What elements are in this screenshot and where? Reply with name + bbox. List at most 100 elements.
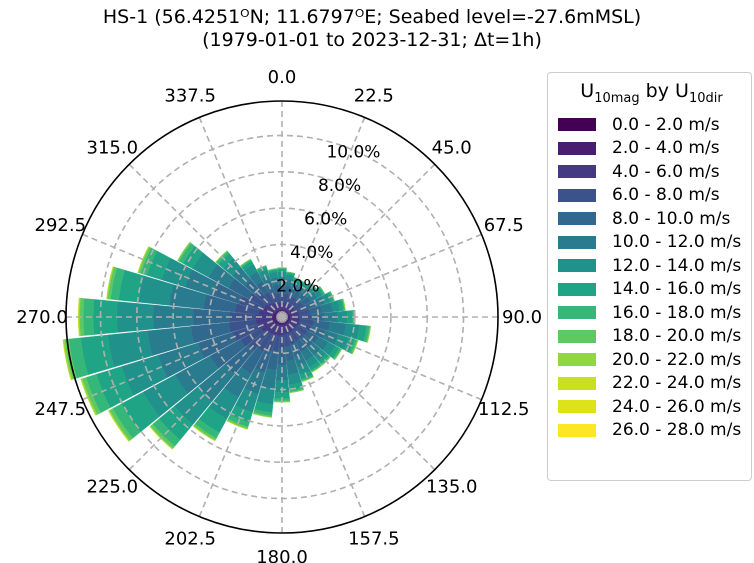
direction-label: 135.0 (426, 477, 478, 498)
windrose-bar-segment (311, 365, 322, 373)
windrose-bar-segment (301, 280, 309, 286)
direction-label: 202.5 (164, 529, 216, 550)
legend-swatch (558, 376, 596, 390)
legend-entry: 12.0 - 14.0 m/s (554, 254, 751, 278)
windrose-bar-segment (256, 265, 267, 270)
legend-label: 12.0 - 14.0 m/s (612, 255, 742, 276)
legend-swatch (558, 423, 596, 437)
angular-gridline (82, 316, 283, 401)
legend-entry: 16.0 - 18.0 m/s (554, 301, 751, 325)
legend-entry: 26.0 - 28.0 m/s (554, 418, 751, 442)
legend-label: 2.0 - 4.0 m/s (612, 138, 720, 159)
windrose-bar-segment (62, 339, 72, 381)
windrose-bar-segment (267, 268, 278, 271)
radial-tick-labels: 2.0% 4.0% 6.0% 8.0% 10.0% (276, 142, 380, 296)
windrose-bar-segment (366, 325, 372, 343)
windrose-bar-segment (319, 285, 326, 295)
angular-gridline (281, 163, 436, 318)
legend-label: 22.0 - 24.0 m/s (612, 373, 742, 394)
legend-title-main: U (580, 80, 595, 102)
legend-entry: 2.0 - 4.0 m/s (554, 136, 751, 160)
radial-tick-label: 2.0% (276, 276, 319, 296)
direction-label: 45.0 (432, 137, 472, 158)
angular-gridline (281, 233, 482, 318)
radial-tick-label: 6.0% (304, 209, 347, 229)
chart-title: HS-1 (56.4251ᴼN; 11.6797ᴼE; Seabed level… (0, 6, 744, 52)
legend-label: 4.0 - 6.0 m/s (612, 161, 720, 182)
legend-entry: 6.0 - 8.0 m/s (554, 183, 751, 207)
legend-swatch (558, 165, 596, 179)
angular-gridline (198, 117, 283, 318)
direction-label: 22.5 (354, 85, 394, 106)
legend-swatch (558, 212, 596, 226)
legend: U10mag by U10dir 0.0 - 2.0 m/s 2.0 - 4.0 … (547, 72, 752, 481)
direction-label: 225.0 (87, 477, 139, 498)
windrose-bar-segment (106, 266, 114, 300)
windrose-bar-segment (273, 401, 291, 403)
windrose-bar-segment (289, 389, 305, 394)
windrose-bar-segment (351, 340, 359, 355)
legend-entry: 0.0 - 2.0 m/s (554, 113, 751, 137)
angular-gridline (281, 117, 366, 318)
legend-swatch (558, 188, 596, 202)
legend-swatch (558, 141, 596, 155)
windrose-bar-segment (309, 282, 317, 290)
angular-gridline (128, 316, 283, 471)
legend-entry: 8.0 - 10.0 m/s (554, 207, 751, 231)
angular-gridline (281, 316, 366, 517)
legend-label: 18.0 - 20.0 m/s (612, 326, 742, 347)
legend-label: 14.0 - 16.0 m/s (612, 279, 742, 300)
windrose-bar-segment (286, 271, 296, 274)
legend-title-mid: by U (639, 80, 689, 102)
direction-label: 337.5 (164, 85, 216, 106)
legend-title-sub2: 10dir (688, 90, 723, 106)
legend-label: 6.0 - 8.0 m/s (612, 185, 720, 206)
legend-entry: 14.0 - 16.0 m/s (554, 277, 751, 301)
chart-title-line2: (1979-01-01 to 2023-12-31; Δt=1h) (202, 29, 542, 51)
legend-title-sub1: 10mag (594, 90, 640, 106)
radial-tick-label: 4.0% (290, 243, 333, 263)
radial-tick-label: 10.0% (326, 142, 380, 162)
windrose-bar-segment (77, 297, 80, 337)
legend-label: 20.0 - 22.0 m/s (612, 349, 742, 370)
legend-label: 16.0 - 18.0 m/s (612, 302, 742, 323)
direction-label: 180.0 (256, 547, 308, 563)
direction-label: 67.5 (484, 215, 524, 236)
windrose-bar-segment (301, 376, 314, 383)
angular-gridline (281, 316, 436, 471)
radial-gridline (244, 279, 320, 355)
angular-gridline (82, 233, 283, 318)
legend-entry: 10.0 - 12.0 m/s (554, 230, 751, 254)
legend-swatch (558, 353, 596, 367)
windrose-bar-segment (177, 241, 191, 261)
legend-label: 10.0 - 12.0 m/s (612, 232, 742, 253)
windrose-bar-segment (215, 250, 228, 263)
windrose-bar-segment (293, 277, 302, 281)
legend-label: 8.0 - 10.0 m/s (612, 208, 731, 229)
legend-entry: 4.0 - 6.0 m/s (554, 160, 751, 184)
direction-label: 270.0 (16, 307, 68, 328)
legend-swatch (558, 235, 596, 249)
legend-label: 26.0 - 28.0 m/s (612, 420, 742, 441)
legend-swatch (558, 329, 596, 343)
direction-label: 247.5 (35, 399, 87, 420)
windrose-bar-segment (137, 246, 149, 273)
radial-tick-label: 8.0% (318, 176, 361, 196)
angular-gridline (281, 316, 482, 401)
legend-swatch (558, 306, 596, 320)
legend-entries: 0.0 - 2.0 m/s 2.0 - 4.0 m/s 4.0 - 6.0 m/s 6… (554, 113, 751, 442)
direction-labels: 0.0 22.5 45.0 67.5 90.0 112.5 135.0 157.5 180.0 2… (16, 67, 542, 563)
polar-grid (65, 100, 499, 534)
direction-label: 292.5 (35, 215, 87, 236)
windrose-bar-segment (226, 420, 248, 430)
direction-label: 90.0 (502, 307, 542, 328)
polar-frame (65, 100, 499, 534)
angular-gridline (128, 163, 283, 318)
windrose-bar-segment (108, 410, 130, 442)
legend-swatch (558, 400, 596, 414)
legend-entry: 20.0 - 22.0 m/s (554, 348, 751, 372)
direction-label: 315.0 (87, 137, 139, 158)
windrose-bars (62, 241, 372, 450)
windrose-bar-segment (192, 426, 216, 442)
